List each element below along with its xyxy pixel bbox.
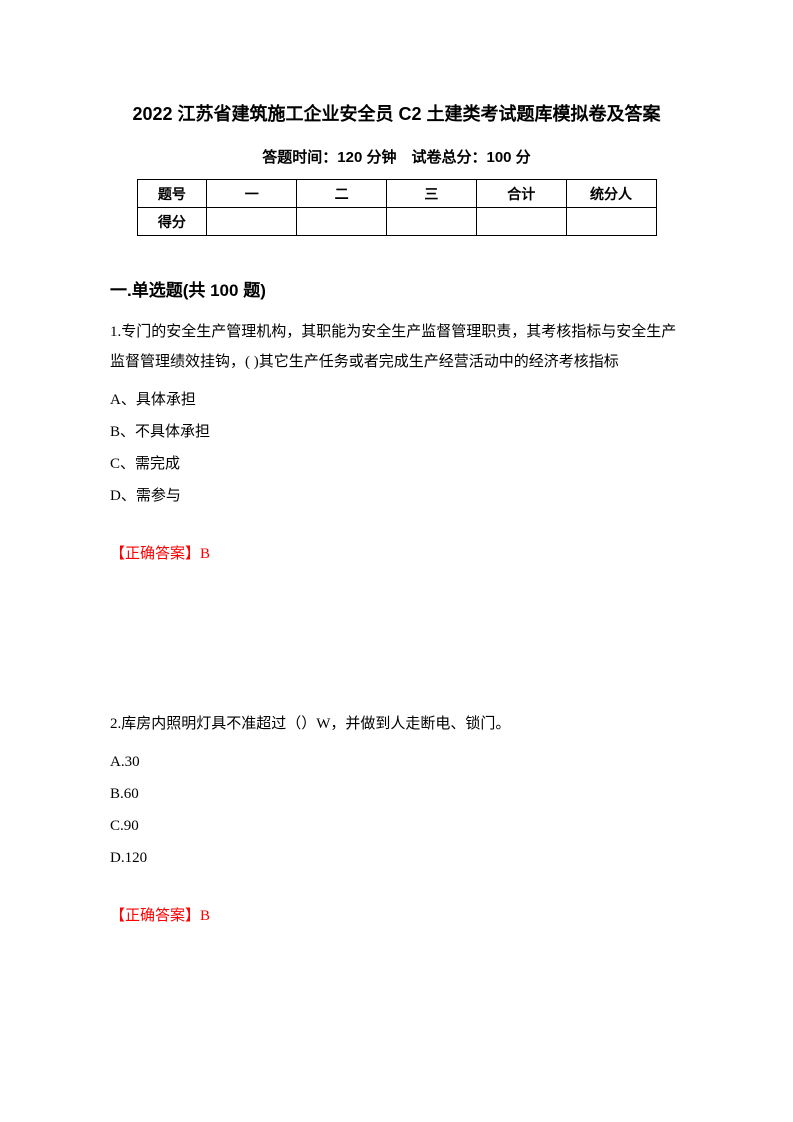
question-2-option-a: A.30 (110, 747, 683, 777)
question-1-option-b: B、不具体承担 (110, 417, 683, 447)
score-col2 (297, 208, 387, 236)
question-1-option-a: A、具体承担 (110, 385, 683, 415)
table-row: 题号 一 二 三 合计 统分人 (137, 180, 656, 208)
score-col4 (476, 208, 566, 236)
section-title: 一.单选题(共 100 题) (110, 276, 683, 301)
header-col2: 二 (297, 180, 387, 208)
question-2-option-c: C.90 (110, 811, 683, 841)
header-col1: 一 (207, 180, 297, 208)
header-label: 题号 (137, 180, 207, 208)
header-col5: 统分人 (566, 180, 656, 208)
question-1-option-c: C、需完成 (110, 449, 683, 479)
question-2-text: 2.库房内照明灯具不准超过（）W，并做到人走断电、锁门。 (110, 709, 683, 739)
score-col1 (207, 208, 297, 236)
question-2-option-b: B.60 (110, 779, 683, 809)
header-col4: 合计 (476, 180, 566, 208)
score-table: 题号 一 二 三 合计 统分人 得分 (137, 179, 657, 236)
page-title: 2022 江苏省建筑施工企业安全员 C2 土建类考试题库模拟卷及答案 (110, 100, 683, 126)
score-col5 (566, 208, 656, 236)
score-label: 得分 (137, 208, 207, 236)
table-row: 得分 (137, 208, 656, 236)
header-col3: 三 (386, 180, 476, 208)
question-2-option-d: D.120 (110, 843, 683, 873)
question-1-text: 1.专门的安全生产管理机构，其职能为安全生产监督管理职责，其考核指标与安全生产监… (110, 317, 683, 377)
question-2-answer: 【正确答案】B (110, 901, 683, 931)
score-col3 (386, 208, 476, 236)
question-1-option-d: D、需参与 (110, 481, 683, 511)
question-1-answer: 【正确答案】B (110, 539, 683, 569)
page-subtitle: 答题时间：120 分钟 试卷总分：100 分 (110, 146, 683, 167)
